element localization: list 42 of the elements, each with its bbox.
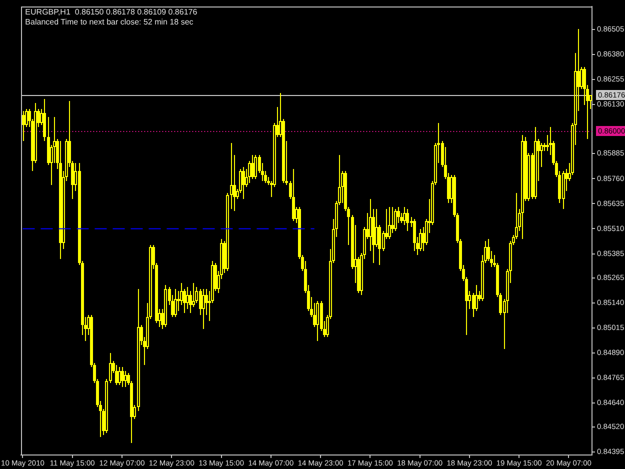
candlestick [59,140,62,260]
candlestick [121,366,124,388]
candlestick [251,154,254,180]
candlestick [406,208,409,232]
candlestick [388,206,391,240]
candlestick [174,288,177,318]
candlestick [521,134,524,240]
candlestick [540,142,543,168]
candlestick [391,206,394,234]
candlestick [419,228,422,252]
candlestick [394,208,397,232]
candlestick [164,284,167,328]
candlestick [118,366,121,386]
candlestick [248,160,251,184]
candlestick [177,290,180,312]
candlestick [124,370,127,388]
text: Balanced Time to next bar close: 52 min 18 sec [25,18,194,27]
candlestick [186,286,189,310]
candlestick [43,98,46,142]
candlestick [562,170,565,210]
candlestick [475,284,478,312]
candlestick [202,288,205,330]
candlestick [543,142,546,152]
candlestick [375,208,378,248]
candlestick [22,110,25,142]
candlestick [137,288,140,412]
candlestick [192,282,195,308]
candlestick [226,192,229,272]
candlestick [115,364,118,386]
candlestick [472,292,475,318]
candlestick [292,168,295,222]
candlestick [369,198,372,252]
candlestick [316,300,319,342]
candlestick [413,218,416,252]
candlestick [242,166,245,200]
candlestick [109,352,112,384]
chart-title: EURGBP,H1 0.86150 0.86178 0.86109 0.86176 [25,8,198,17]
candlestick [403,206,406,226]
candlestick [254,154,257,180]
candlestick [230,142,233,210]
candlestick [534,126,537,200]
candlestick [105,378,108,434]
